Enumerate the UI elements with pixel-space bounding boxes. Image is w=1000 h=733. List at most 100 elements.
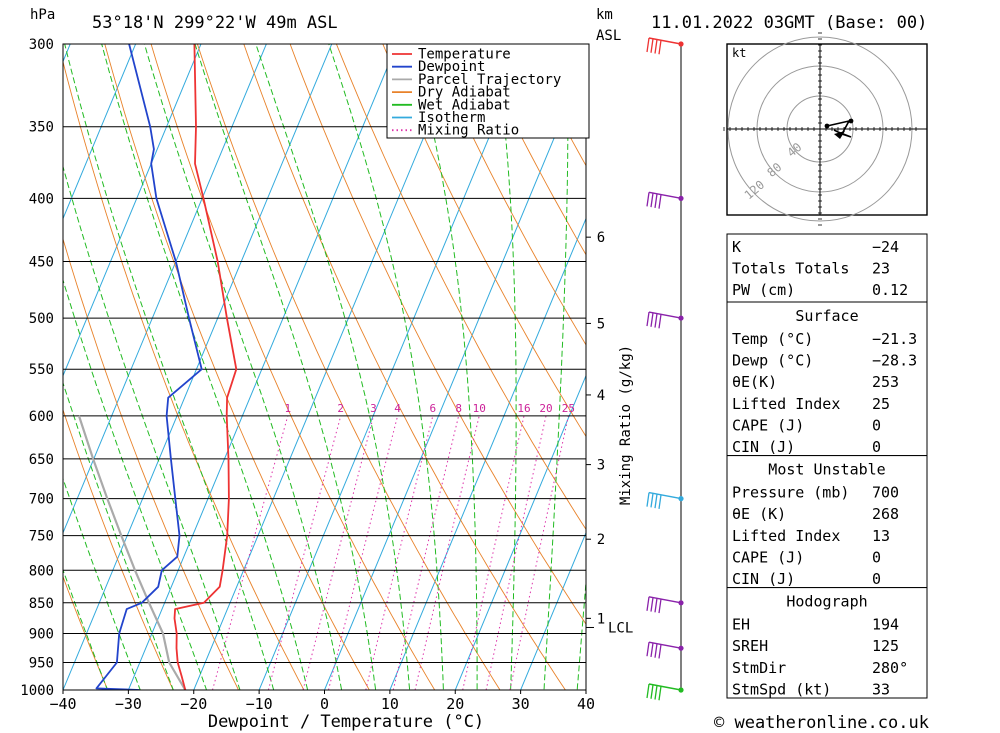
index-label: Lifted Index: [732, 527, 840, 545]
storm-motion-marker: [834, 131, 845, 139]
mixing-ratio-tick-label: 16: [517, 402, 530, 415]
wind-barb: [646, 683, 684, 701]
wind-barb-feather: [650, 38, 654, 53]
index-value: 13: [872, 527, 890, 545]
index-label: Dewp (°C): [732, 352, 813, 370]
wind-barb-feather: [654, 39, 658, 54]
pressure-tick-label: 750: [29, 529, 54, 545]
wind-barb-staff: [648, 641, 682, 649]
height-axis: 1 2 3 4 5 6 LCL: [586, 230, 633, 636]
wet-adiabat-line: [63, 164, 241, 690]
height-tick-label: 3: [597, 458, 605, 474]
mixing-ratio-line: [212, 415, 289, 690]
wind-barb-feather: [646, 492, 650, 507]
isotherm-line: [454, 374, 586, 690]
legend-label: Temperature: [418, 47, 511, 63]
copyright-text: © weatheronline.co.uk: [714, 713, 929, 733]
wet-adiabat-line: [543, 44, 569, 690]
isotherm-line: [63, 44, 202, 377]
height-tick-label: 2: [597, 532, 605, 548]
hodograph-trace: [826, 119, 852, 138]
height-tick-label: 1: [597, 611, 605, 627]
dry-adiabat-line: [335, 44, 586, 531]
index-label: CIN (J): [732, 570, 795, 588]
dry-adiabat-line: [63, 408, 174, 690]
mixing-ratio-tick-label: 4: [394, 402, 401, 415]
pressure-tick-label: 550: [29, 362, 54, 378]
height-unit-km: km: [596, 7, 613, 23]
x-tick-label: −10: [246, 695, 273, 713]
wind-barb-feather: [650, 684, 654, 699]
index-label: StmSpd (kt): [732, 680, 831, 698]
wind-barb-feather: [654, 643, 658, 658]
index-label: CIN (J): [732, 438, 795, 456]
pressure-tick-label: 1000: [20, 683, 54, 699]
mixing-ratio-tick-label: 10: [473, 402, 486, 415]
section-title: Most Unstable: [768, 461, 885, 479]
wind-barb-feather: [658, 40, 662, 55]
wind-barb-feather: [654, 193, 658, 208]
index-value: 125: [872, 637, 899, 655]
index-label: Lifted Index: [732, 395, 840, 413]
wet-adiabat-line: [143, 44, 343, 690]
wind-barb-feather: [646, 683, 650, 699]
mixing-ratio-tick-label: 25: [562, 402, 575, 415]
x-tick-label: 10: [381, 695, 399, 713]
index-label: CAPE (J): [732, 548, 804, 566]
legend-label: Dry Adiabat: [418, 85, 511, 101]
location-title: 53°18'N 299°22'W 49m ASL: [92, 13, 338, 33]
pressure-tick-label: 850: [29, 596, 54, 612]
wind-barb-feather: [658, 686, 662, 701]
wind-barb-feather: [658, 598, 662, 614]
index-label: K: [732, 238, 741, 256]
dry-adiabat-lines: [63, 26, 1000, 690]
wind-barb-feather: [650, 642, 654, 658]
x-tick-label: 40: [577, 695, 595, 713]
pressure-tick-label: 300: [29, 37, 54, 53]
lcl-label: LCL: [608, 620, 633, 636]
index-value: 0: [872, 416, 881, 434]
dry-adiabat-line: [926, 26, 1000, 690]
wind-barb-feather: [646, 596, 650, 611]
wind-barb-staff: [648, 191, 682, 200]
sounding-profiles: [77, 44, 238, 690]
index-value: −28.3: [872, 352, 917, 370]
index-label: Temp (°C): [732, 330, 813, 348]
wind-barb: [646, 641, 684, 659]
wet-adiabat-line: [255, 44, 411, 690]
indices-table: K −24 Totals Totals 23 PW (cm) 0.12 Surface Tem…: [726, 233, 928, 699]
legend-label: Parcel Trajectory: [418, 72, 561, 88]
wind-barb: [646, 491, 684, 509]
pressure-unit-label: hPa: [30, 7, 55, 23]
wind-barb-feather: [646, 642, 650, 657]
index-value: 25: [872, 395, 890, 413]
wind-barb-feather: [646, 192, 650, 207]
index-value: 280°: [872, 659, 908, 677]
index-label: θE (K): [732, 505, 786, 523]
wind-barb-feather: [650, 193, 654, 208]
pressure-tick-label: 700: [29, 492, 54, 508]
pressure-tick-label: 450: [29, 255, 54, 271]
section-title: Hodograph: [786, 593, 867, 611]
index-value: 23: [872, 260, 890, 278]
pressure-tick-label: 400: [29, 191, 54, 207]
wind-barb-feather: [646, 37, 650, 53]
wet-adiabat-line: [63, 568, 109, 690]
pressure-tick-label: 900: [29, 626, 54, 642]
wind-barb-staff: [648, 491, 682, 500]
index-value: 0: [872, 548, 881, 566]
pressure-tick-label: 650: [29, 452, 54, 468]
wind-barb: [646, 311, 684, 329]
x-tick-label: 20: [446, 695, 464, 713]
isotherm-line: [0, 7, 20, 716]
pressure-tick-label: 800: [29, 563, 54, 579]
index-value: 33: [872, 680, 890, 698]
wind-barb-feather: [654, 598, 658, 613]
dry-adiabat-line: [196, 44, 501, 690]
mixing-ratio-tick-label: 1: [284, 402, 291, 415]
wind-barb-feather: [658, 644, 662, 659]
wind-barb-staff: [648, 311, 682, 319]
